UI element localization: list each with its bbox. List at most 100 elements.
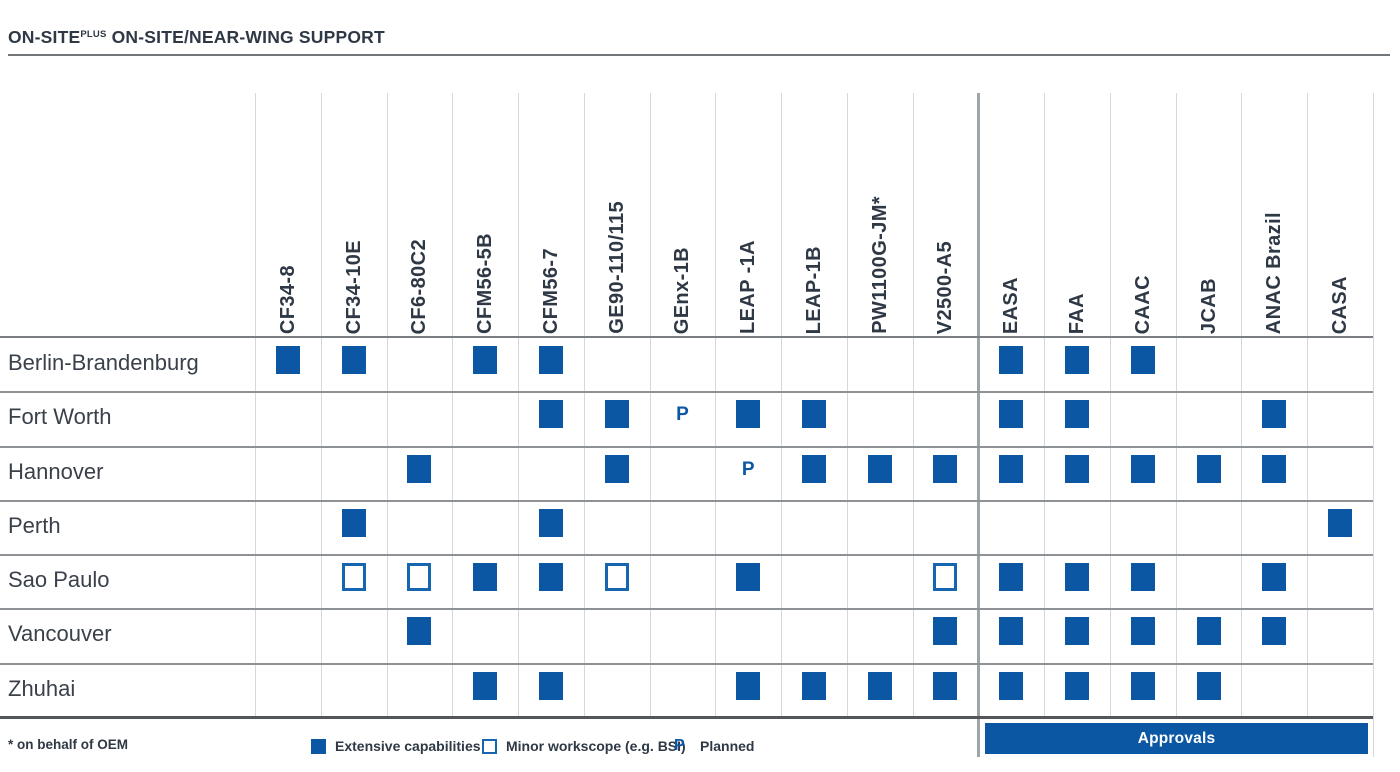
cell-extensive-capability bbox=[1196, 617, 1221, 646]
cell-extensive-capability bbox=[999, 563, 1024, 592]
approvals-separator-line bbox=[977, 93, 981, 757]
column-header-label: LEAP-1B bbox=[802, 245, 825, 334]
cell-extensive-capability bbox=[604, 454, 629, 483]
column-gridline bbox=[781, 93, 783, 718]
cell-extensive-capability bbox=[473, 671, 498, 700]
column-header-leap-1a: LEAP -1A bbox=[715, 93, 781, 334]
cell-extensive-capability bbox=[999, 671, 1024, 700]
cell-extensive-capability bbox=[1328, 508, 1353, 537]
row-separator-line bbox=[0, 445, 1373, 448]
cell-extensive-capability bbox=[604, 400, 629, 429]
cell-extensive-capability bbox=[1130, 671, 1155, 700]
cell-extensive-capability bbox=[1065, 400, 1089, 429]
cell-extensive-capability bbox=[1130, 563, 1155, 592]
column-header-casa: CASA bbox=[1307, 93, 1373, 334]
cell-extensive-capability bbox=[1196, 454, 1221, 483]
cell-extensive-capability bbox=[933, 671, 958, 700]
column-header-label: CF34-8 bbox=[276, 264, 299, 334]
column-header-label: JCAB bbox=[1197, 277, 1220, 334]
cell-extensive-capability bbox=[1262, 617, 1287, 646]
cell-extensive-capability bbox=[999, 400, 1024, 429]
cell-extensive-capability bbox=[867, 671, 892, 700]
column-gridline bbox=[1175, 93, 1177, 718]
cell-extensive-capability bbox=[1130, 346, 1155, 374]
row-label-perth: Perth bbox=[8, 512, 61, 538]
cell-minor-workscope bbox=[933, 563, 958, 592]
cell-extensive-capability bbox=[1130, 454, 1155, 483]
cell-extensive-capability bbox=[736, 563, 761, 592]
cell-extensive-capability bbox=[1065, 617, 1089, 646]
header-base-line bbox=[0, 336, 1373, 338]
column-header-cf34-10e: CF34-10E bbox=[321, 93, 387, 334]
cell-extensive-capability bbox=[1065, 346, 1089, 374]
column-gridline bbox=[912, 93, 914, 718]
row-separator-line bbox=[0, 499, 1373, 502]
cell-extensive-capability bbox=[538, 508, 563, 537]
row-separator-line bbox=[0, 554, 1373, 557]
cell-extensive-capability bbox=[1262, 400, 1287, 429]
column-header-label: V2500-A5 bbox=[934, 240, 957, 334]
column-gridline bbox=[583, 93, 585, 718]
column-gridline bbox=[649, 93, 651, 718]
cell-planned: P bbox=[741, 458, 755, 480]
approvals-band-label: Approvals bbox=[1137, 729, 1216, 747]
column-header-ge90-110-115: GE90-110/115 bbox=[584, 93, 650, 334]
page-title-prefix: ON-SITE bbox=[8, 27, 81, 47]
column-gridline bbox=[1241, 93, 1243, 718]
column-header-label: LEAP -1A bbox=[737, 240, 760, 334]
cell-extensive-capability bbox=[407, 454, 432, 483]
row-label-sao-paulo: Sao Paulo bbox=[8, 567, 110, 593]
column-header-label: CAAC bbox=[1131, 274, 1154, 334]
table-bottom-line bbox=[0, 715, 1373, 719]
cell-extensive-capability bbox=[933, 454, 958, 483]
cell-extensive-capability bbox=[538, 671, 563, 700]
cell-extensive-capability bbox=[736, 400, 761, 429]
row-label-berlin-brandenburg: Berlin-Brandenburg bbox=[8, 350, 199, 375]
column-header-caac: CAAC bbox=[1110, 93, 1176, 334]
cell-extensive-capability bbox=[999, 346, 1024, 374]
legend-planned-label: Planned bbox=[700, 738, 755, 754]
column-header-anac-brazil: ANAC Brazil bbox=[1241, 93, 1307, 334]
cell-extensive-capability bbox=[1065, 454, 1089, 483]
column-header-label: GEnx-1B bbox=[671, 246, 694, 334]
column-gridline bbox=[518, 93, 520, 718]
cell-extensive-capability bbox=[341, 508, 366, 537]
legend-extensive-square-icon bbox=[311, 739, 326, 754]
column-header-label: CF6-80C2 bbox=[408, 238, 431, 334]
column-gridline bbox=[1372, 93, 1374, 757]
cell-extensive-capability bbox=[1130, 617, 1155, 646]
legend-minor-square-icon bbox=[482, 739, 497, 754]
column-header-genx-1b: GEnx-1B bbox=[650, 93, 716, 334]
column-header-faa: FAA bbox=[1044, 93, 1110, 334]
column-header-cfm56-5b: CFM56-5B bbox=[452, 93, 518, 334]
cell-extensive-capability bbox=[473, 346, 498, 374]
column-gridline bbox=[1044, 93, 1046, 718]
cell-extensive-capability bbox=[999, 617, 1024, 646]
column-header-leap-1b: LEAP-1B bbox=[781, 93, 847, 334]
cell-extensive-capability bbox=[1065, 563, 1089, 592]
column-header-cf34-8: CF34-8 bbox=[255, 93, 321, 334]
column-header-label: ANAC Brazil bbox=[1263, 211, 1286, 334]
column-gridline bbox=[386, 93, 388, 718]
cell-extensive-capability bbox=[801, 671, 826, 700]
column-header-easa: EASA bbox=[978, 93, 1044, 334]
column-header-label: CF34-10E bbox=[342, 239, 365, 334]
legend-planned-symbol: P bbox=[674, 737, 685, 754]
legend-minor-label: Minor workscope (e.g. BSI) bbox=[506, 738, 686, 754]
cell-extensive-capability bbox=[999, 454, 1024, 483]
cell-extensive-capability bbox=[933, 617, 958, 646]
row-label-zhuhai: Zhuhai bbox=[8, 675, 76, 701]
column-header-label: CASA bbox=[1329, 275, 1352, 334]
cell-extensive-capability bbox=[1065, 671, 1089, 700]
cell-extensive-capability bbox=[1262, 454, 1287, 483]
oem-footnote: * on behalf of OEM bbox=[8, 737, 128, 752]
cell-extensive-capability bbox=[801, 454, 826, 483]
row-label-fort-worth: Fort Worth bbox=[8, 404, 112, 430]
page-title-suffix: ON-SITE/NEAR-WING SUPPORT bbox=[106, 27, 385, 47]
cell-extensive-capability bbox=[1196, 671, 1221, 700]
column-gridline bbox=[1307, 93, 1309, 718]
page-title: ON-SITEPLUS ON-SITE/NEAR-WING SUPPORT bbox=[8, 27, 385, 48]
row-separator-line bbox=[0, 608, 1373, 611]
cell-extensive-capability bbox=[801, 400, 826, 429]
